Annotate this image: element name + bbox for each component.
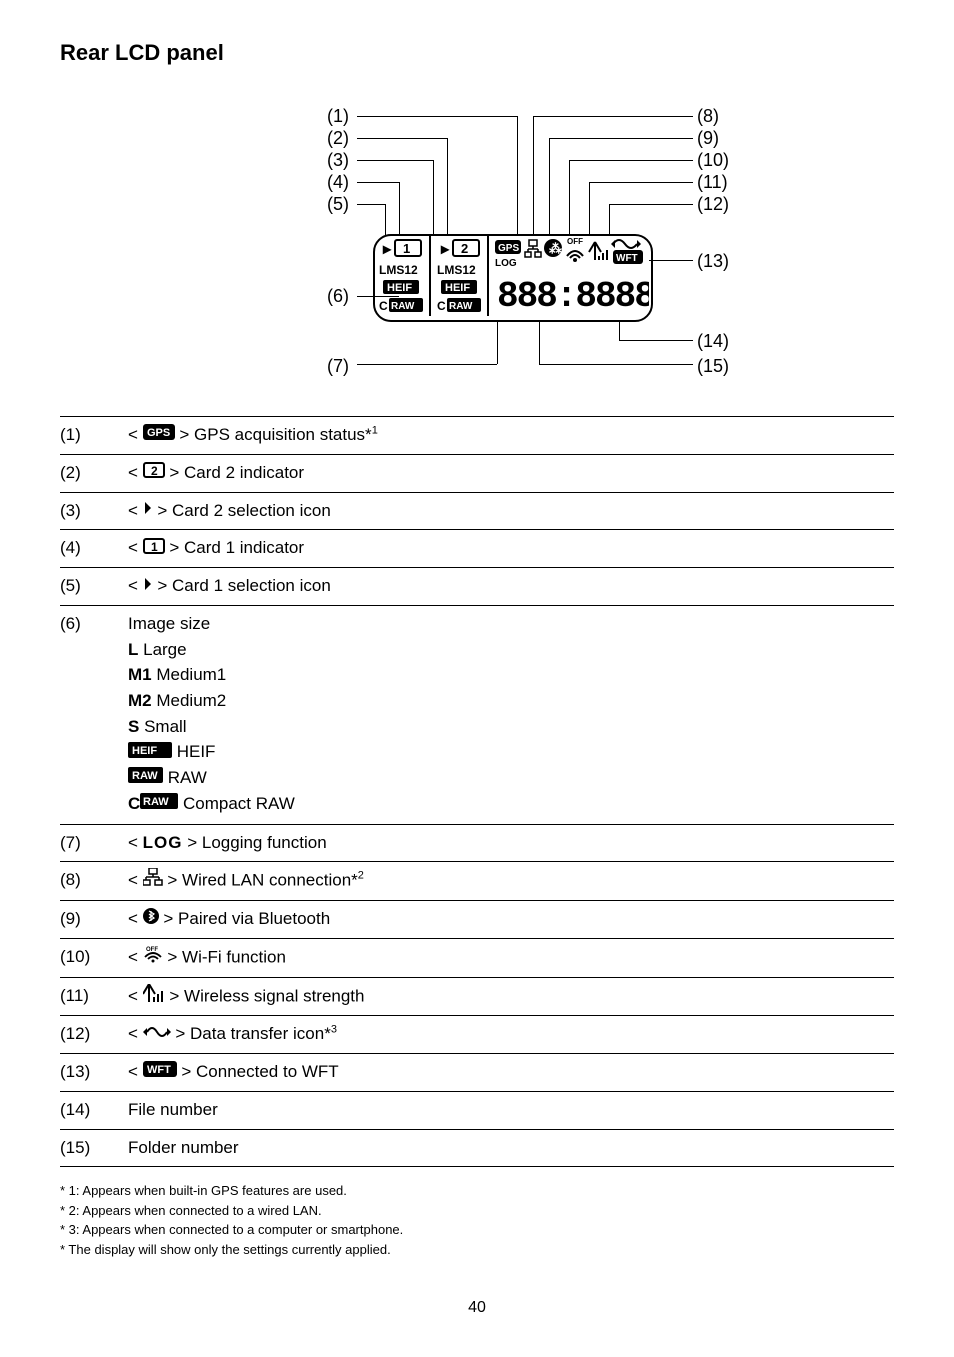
diagram-container: (1) (2) (3) (4) (5) (6) (7) (8) (9) (10)… (60, 106, 894, 386)
row-number: (1) (60, 423, 128, 448)
svg-text:C: C (437, 299, 446, 313)
row-desc: < 1 > Card 1 indicator (128, 536, 894, 561)
lead-8: (8) (697, 106, 719, 127)
lead-2: (2) (327, 128, 349, 149)
lead-10: (10) (697, 150, 729, 171)
section-title: Rear LCD panel (60, 40, 894, 66)
lead-1: (1) (327, 106, 349, 127)
svg-text:WFT: WFT (147, 1064, 171, 1076)
lead-15: (15) (697, 356, 729, 377)
lead-13: (13) (697, 251, 729, 272)
row-number: (3) (60, 499, 128, 524)
lead-12: (12) (697, 194, 729, 215)
svg-text:1: 1 (403, 241, 410, 256)
footnote-4: * The display will show only the setting… (60, 1240, 894, 1260)
svg-text:C: C (379, 299, 388, 313)
row-desc: < > Wireless signal strength (128, 984, 894, 1010)
lcd-panel: ▸ 1 LMS12 HEIF C RAW ▸ 2 LM (373, 234, 649, 318)
table-row: (7)< LOG > Logging function (60, 824, 894, 862)
row-desc: File number (128, 1098, 894, 1123)
lead-5: (5) (327, 194, 349, 215)
svg-text:HEIF: HEIF (387, 282, 412, 294)
table-row: (4)< 1 > Card 1 indicator (60, 529, 894, 567)
row-desc: < > Paired via Bluetooth (128, 907, 894, 932)
table-row: (1)< GPS > GPS acquisition status*1 (60, 416, 894, 454)
svg-text:HEIF: HEIF (445, 282, 470, 294)
row-desc: < > Data transfer icon*3 (128, 1022, 894, 1047)
table-row: (10)< OFF > Wi-Fi function (60, 938, 894, 977)
row-number: (13) (60, 1060, 128, 1085)
table-row: (11)< > Wireless signal strength (60, 977, 894, 1016)
lead-9: (9) (697, 128, 719, 149)
row-number: (10) (60, 945, 128, 971)
row-number: (6) (60, 612, 128, 818)
row-number: (5) (60, 574, 128, 599)
svg-text:1: 1 (151, 540, 158, 554)
row-number: (9) (60, 907, 128, 932)
row-desc: < > Wired LAN connection*2 (128, 868, 894, 894)
svg-text:▸: ▸ (440, 241, 450, 258)
table-row: (9)< > Paired via Bluetooth (60, 900, 894, 938)
table-row: (12)< > Data transfer icon*3 (60, 1015, 894, 1053)
row-number: (15) (60, 1136, 128, 1161)
svg-text:RAW: RAW (132, 770, 158, 782)
row-desc: < WFT > Connected to WFT (128, 1060, 894, 1085)
row-number: (2) (60, 461, 128, 486)
svg-text:GPS: GPS (498, 243, 519, 254)
svg-text:⁂: ⁂ (549, 241, 562, 256)
row-desc: < 2 > Card 2 indicator (128, 461, 894, 486)
svg-text:LOG: LOG (495, 258, 517, 269)
svg-text:RAW: RAW (391, 301, 415, 312)
table-row: (3)< > Card 2 selection icon (60, 492, 894, 530)
row-desc: Folder number (128, 1136, 894, 1161)
svg-text:888:8888: 888:8888 (497, 276, 649, 317)
table-row: (15)Folder number (60, 1129, 894, 1168)
lead-11: (11) (697, 172, 728, 193)
row-number: (7) (60, 831, 128, 856)
row-number: (4) (60, 536, 128, 561)
row-number: (11) (60, 984, 128, 1010)
footnote-3: * 3: Appears when connected to a compute… (60, 1220, 894, 1240)
svg-text:LMS12: LMS12 (437, 263, 476, 277)
lead-14: (14) (697, 331, 729, 352)
lead-3: (3) (327, 150, 349, 171)
lead-4: (4) (327, 172, 349, 193)
svg-text:▸: ▸ (382, 241, 392, 258)
row-desc: < > Card 1 selection icon (128, 574, 894, 599)
footnotes: * 1: Appears when built-in GPS features … (60, 1181, 894, 1259)
svg-text:OFF: OFF (567, 237, 583, 246)
row-number: (12) (60, 1022, 128, 1047)
svg-text:WFT: WFT (616, 253, 638, 264)
row-desc: < LOG > Logging function (128, 831, 894, 856)
row-number: (8) (60, 868, 128, 894)
svg-text:GPS: GPS (147, 427, 170, 439)
svg-text:RAW: RAW (143, 796, 169, 808)
table-row: (5)< > Card 1 selection icon (60, 567, 894, 605)
definition-table: (1)< GPS > GPS acquisition status*1(2)< … (60, 416, 894, 1167)
row-desc: < OFF > Wi-Fi function (128, 945, 894, 971)
table-row: (6)Image sizeL LargeM1 Medium1M2 Medium2… (60, 605, 894, 824)
svg-text:LMS12: LMS12 (379, 263, 418, 277)
table-row: (14)File number (60, 1091, 894, 1129)
row-desc: Image sizeL LargeM1 Medium1M2 Medium2S S… (128, 612, 894, 818)
row-desc: < > Card 2 selection icon (128, 499, 894, 524)
table-row: (13)< WFT > Connected to WFT (60, 1053, 894, 1091)
table-row: (2)< 2 > Card 2 indicator (60, 454, 894, 492)
table-row: (8)< > Wired LAN connection*2 (60, 861, 894, 900)
svg-text:2: 2 (151, 464, 158, 478)
row-desc: < GPS > GPS acquisition status*1 (128, 423, 894, 448)
svg-text:RAW: RAW (449, 301, 473, 312)
svg-text:2: 2 (461, 241, 468, 256)
page-number: 40 (60, 1299, 894, 1317)
footnote-2: * 2: Appears when connected to a wired L… (60, 1201, 894, 1221)
row-number: (14) (60, 1098, 128, 1123)
footnote-1: * 1: Appears when built-in GPS features … (60, 1181, 894, 1201)
lead-6: (6) (327, 286, 349, 307)
lead-7: (7) (327, 356, 349, 377)
svg-text:HEIF: HEIF (132, 745, 157, 757)
